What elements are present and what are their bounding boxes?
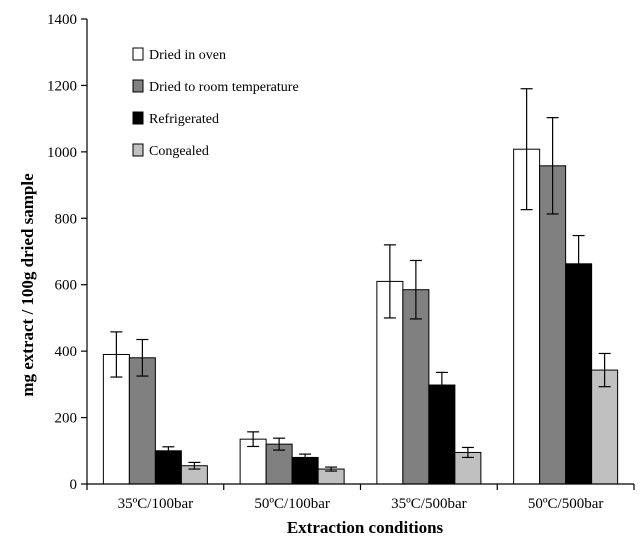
bar bbox=[428, 384, 456, 485]
legend: Dried in oven Dried to room temperature Re… bbox=[132, 47, 299, 159]
bar bbox=[565, 263, 593, 485]
legend-swatch bbox=[132, 143, 144, 157]
y-tick-label: 0 bbox=[70, 477, 78, 493]
legend-swatch bbox=[132, 111, 144, 125]
legend-label: Congealed bbox=[149, 144, 209, 159]
y-tick-label: 1000 bbox=[47, 145, 77, 161]
y-axis-title: mg extract / 100g dried sample bbox=[18, 173, 37, 397]
legend-label: Refrigerated bbox=[149, 112, 219, 127]
y-tick-label: 800 bbox=[55, 211, 78, 227]
y-tick-label: 600 bbox=[55, 278, 78, 294]
y-axis: 0 200 400 600 800 1000 1200 1400 bbox=[47, 12, 88, 493]
x-axis: 35ºC/100bar 50ºC/100bar 35ºC/500bar 50ºC/50… bbox=[86, 483, 635, 512]
bar bbox=[128, 357, 156, 485]
legend-swatch bbox=[132, 47, 144, 61]
y-tick-label: 1200 bbox=[47, 78, 77, 94]
bar bbox=[591, 369, 619, 485]
legend-label: Dried to room temperature bbox=[149, 80, 299, 95]
x-tick-label: 35ºC/100bar bbox=[118, 496, 193, 512]
x-axis-title: Extraction conditions bbox=[287, 518, 444, 537]
x-tick-label: 50ºC/500bar bbox=[528, 496, 603, 512]
y-tick-label: 1400 bbox=[47, 12, 77, 28]
bar bbox=[402, 289, 430, 485]
y-tick-label: 400 bbox=[55, 344, 78, 360]
x-tick-label: 35ºC/500bar bbox=[391, 496, 466, 512]
bar bbox=[539, 165, 567, 485]
x-tick-label: 50ºC/100bar bbox=[254, 496, 329, 512]
y-tick-label: 200 bbox=[55, 411, 78, 427]
bar bbox=[291, 456, 319, 485]
legend-swatch bbox=[132, 79, 144, 93]
legend-label: Dried in oven bbox=[149, 48, 226, 63]
bar bbox=[154, 450, 182, 485]
plot-area bbox=[102, 88, 619, 485]
